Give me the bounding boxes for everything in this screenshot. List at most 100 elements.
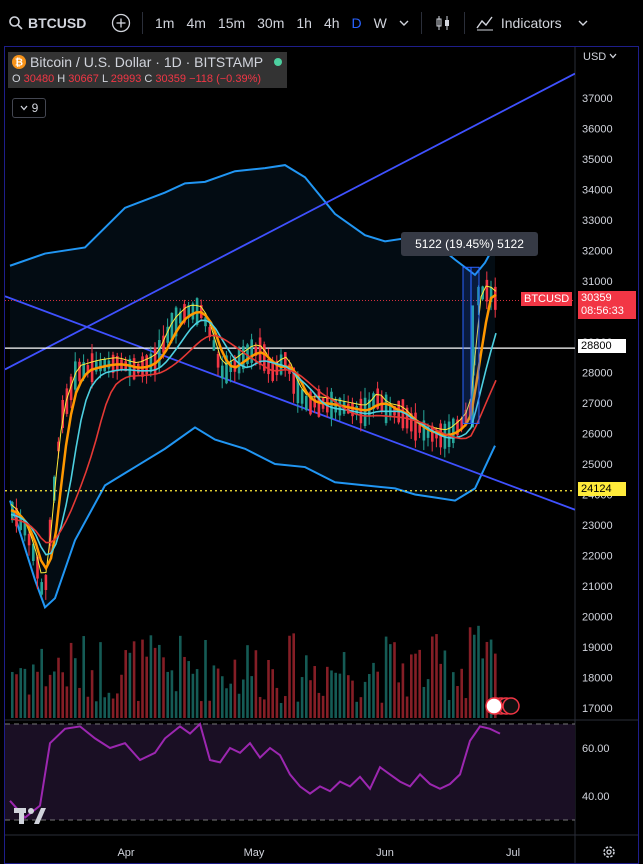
candle-body [216, 353, 220, 368]
ohlc-low-label: L [101, 73, 108, 85]
indicator-count: 9 [31, 101, 39, 115]
volume-bar [86, 696, 90, 718]
volume-bar [347, 675, 350, 718]
volume-bar [342, 652, 346, 718]
candle-body [225, 355, 228, 384]
svg-text:₿: ₿ [15, 57, 23, 69]
timeframe-dropdown[interactable] [393, 8, 415, 38]
volume-bar [53, 671, 56, 718]
volume-bar [99, 642, 102, 718]
timeframe-1h[interactable]: 1h [296, 15, 312, 31]
candle-body [401, 399, 405, 429]
candle-body [300, 389, 304, 404]
volume-bar [82, 636, 85, 718]
price-tick-label: 17000 [582, 703, 613, 715]
timeframe-30m[interactable]: 30m [257, 15, 285, 31]
us-flag-icon [485, 697, 503, 715]
main-pane [5, 72, 575, 718]
volume-bar [372, 662, 375, 718]
volume-bar [426, 679, 430, 718]
volume-bar [485, 641, 489, 718]
indicators-button[interactable]: Indicators [471, 8, 566, 38]
timeframe-4h[interactable]: 4h [323, 15, 340, 31]
lower-trend-line [5, 295, 575, 511]
currency-selector[interactable]: USD [583, 51, 617, 63]
timeframe-4m[interactable]: 4m [186, 15, 206, 31]
volume-bar [145, 656, 148, 718]
tradingview-logo-icon[interactable] [14, 806, 46, 826]
candle-body [452, 418, 455, 444]
candle-body [292, 367, 295, 394]
volume-bar [418, 649, 421, 718]
volume-bar [380, 702, 384, 718]
candle-body [166, 326, 169, 343]
volume-bar [389, 644, 392, 718]
symbol-label: BTCUSD [28, 15, 87, 31]
candle-body [23, 522, 27, 536]
compare-button[interactable] [106, 8, 136, 38]
volume-bar [494, 653, 497, 718]
candle-body [40, 582, 43, 595]
volume-bar [435, 634, 438, 718]
candle-body [32, 543, 35, 562]
candle-body [246, 344, 249, 364]
candle-body [153, 347, 157, 375]
volume-bar [204, 639, 207, 718]
time-tick-label: May [244, 847, 265, 859]
ohlc-change: −118 (−0.39%) [189, 73, 262, 85]
volume-bar [300, 677, 304, 718]
volume-bar [443, 650, 447, 718]
price-tick-label: 35000 [582, 154, 613, 166]
chevron-down-icon [578, 20, 588, 26]
volume-bar [351, 680, 354, 718]
candle-body [363, 397, 367, 427]
volume-bar [36, 671, 39, 718]
volume-bar [460, 668, 463, 718]
bollinger-lower-line [9, 426, 496, 610]
volume-bar [74, 658, 77, 718]
candle-body [485, 279, 489, 302]
candle-body [187, 305, 190, 318]
volume-bar [368, 674, 371, 718]
candle-body [95, 361, 98, 372]
timeframe-d[interactable]: D [351, 15, 362, 31]
volume-bar [19, 668, 22, 718]
indicator-toggle-button[interactable]: 9 [12, 98, 46, 118]
candle-body [309, 391, 312, 415]
volume-bar [174, 691, 178, 718]
timeframe-1m[interactable]: 1m [155, 15, 175, 31]
price-tick-label: 23000 [582, 520, 613, 532]
volume-bar [452, 672, 455, 718]
gear-icon[interactable] [601, 844, 617, 860]
volume-bar [250, 676, 253, 718]
volume-bar [183, 656, 186, 718]
volume-bar [170, 670, 174, 718]
chevron-down-icon [20, 105, 28, 111]
legend-title: Bitcoin / U.S. Dollar · 1D · BITSTAMP [30, 54, 264, 70]
ohlc-close-label: C [144, 73, 153, 85]
volume-bar [284, 696, 287, 718]
volume-bar [330, 670, 333, 718]
candle-body [124, 361, 127, 372]
volume-bar [431, 636, 434, 718]
candle-body [57, 441, 60, 452]
volume-bar [481, 658, 484, 718]
timeframe-15m[interactable]: 15m [217, 15, 246, 31]
volume-bar [23, 668, 27, 718]
candle-body [418, 424, 421, 433]
last-price-tag: 30359 08:56:33 [578, 291, 636, 319]
volume-bar [233, 659, 237, 718]
candle-body [61, 399, 64, 428]
chart-type-button[interactable] [428, 8, 458, 38]
volume-bar [305, 655, 308, 718]
indicators-dropdown[interactable] [570, 8, 596, 38]
candle-body [313, 398, 316, 408]
breakout-candle [471, 305, 474, 428]
volume-bar [179, 635, 182, 718]
volume-bar [393, 642, 396, 718]
time-tick-label: Apr [117, 847, 134, 859]
volume-bar [292, 633, 295, 718]
symbol-search[interactable]: BTCUSD [0, 15, 106, 31]
timeframe-w[interactable]: W [373, 15, 387, 31]
